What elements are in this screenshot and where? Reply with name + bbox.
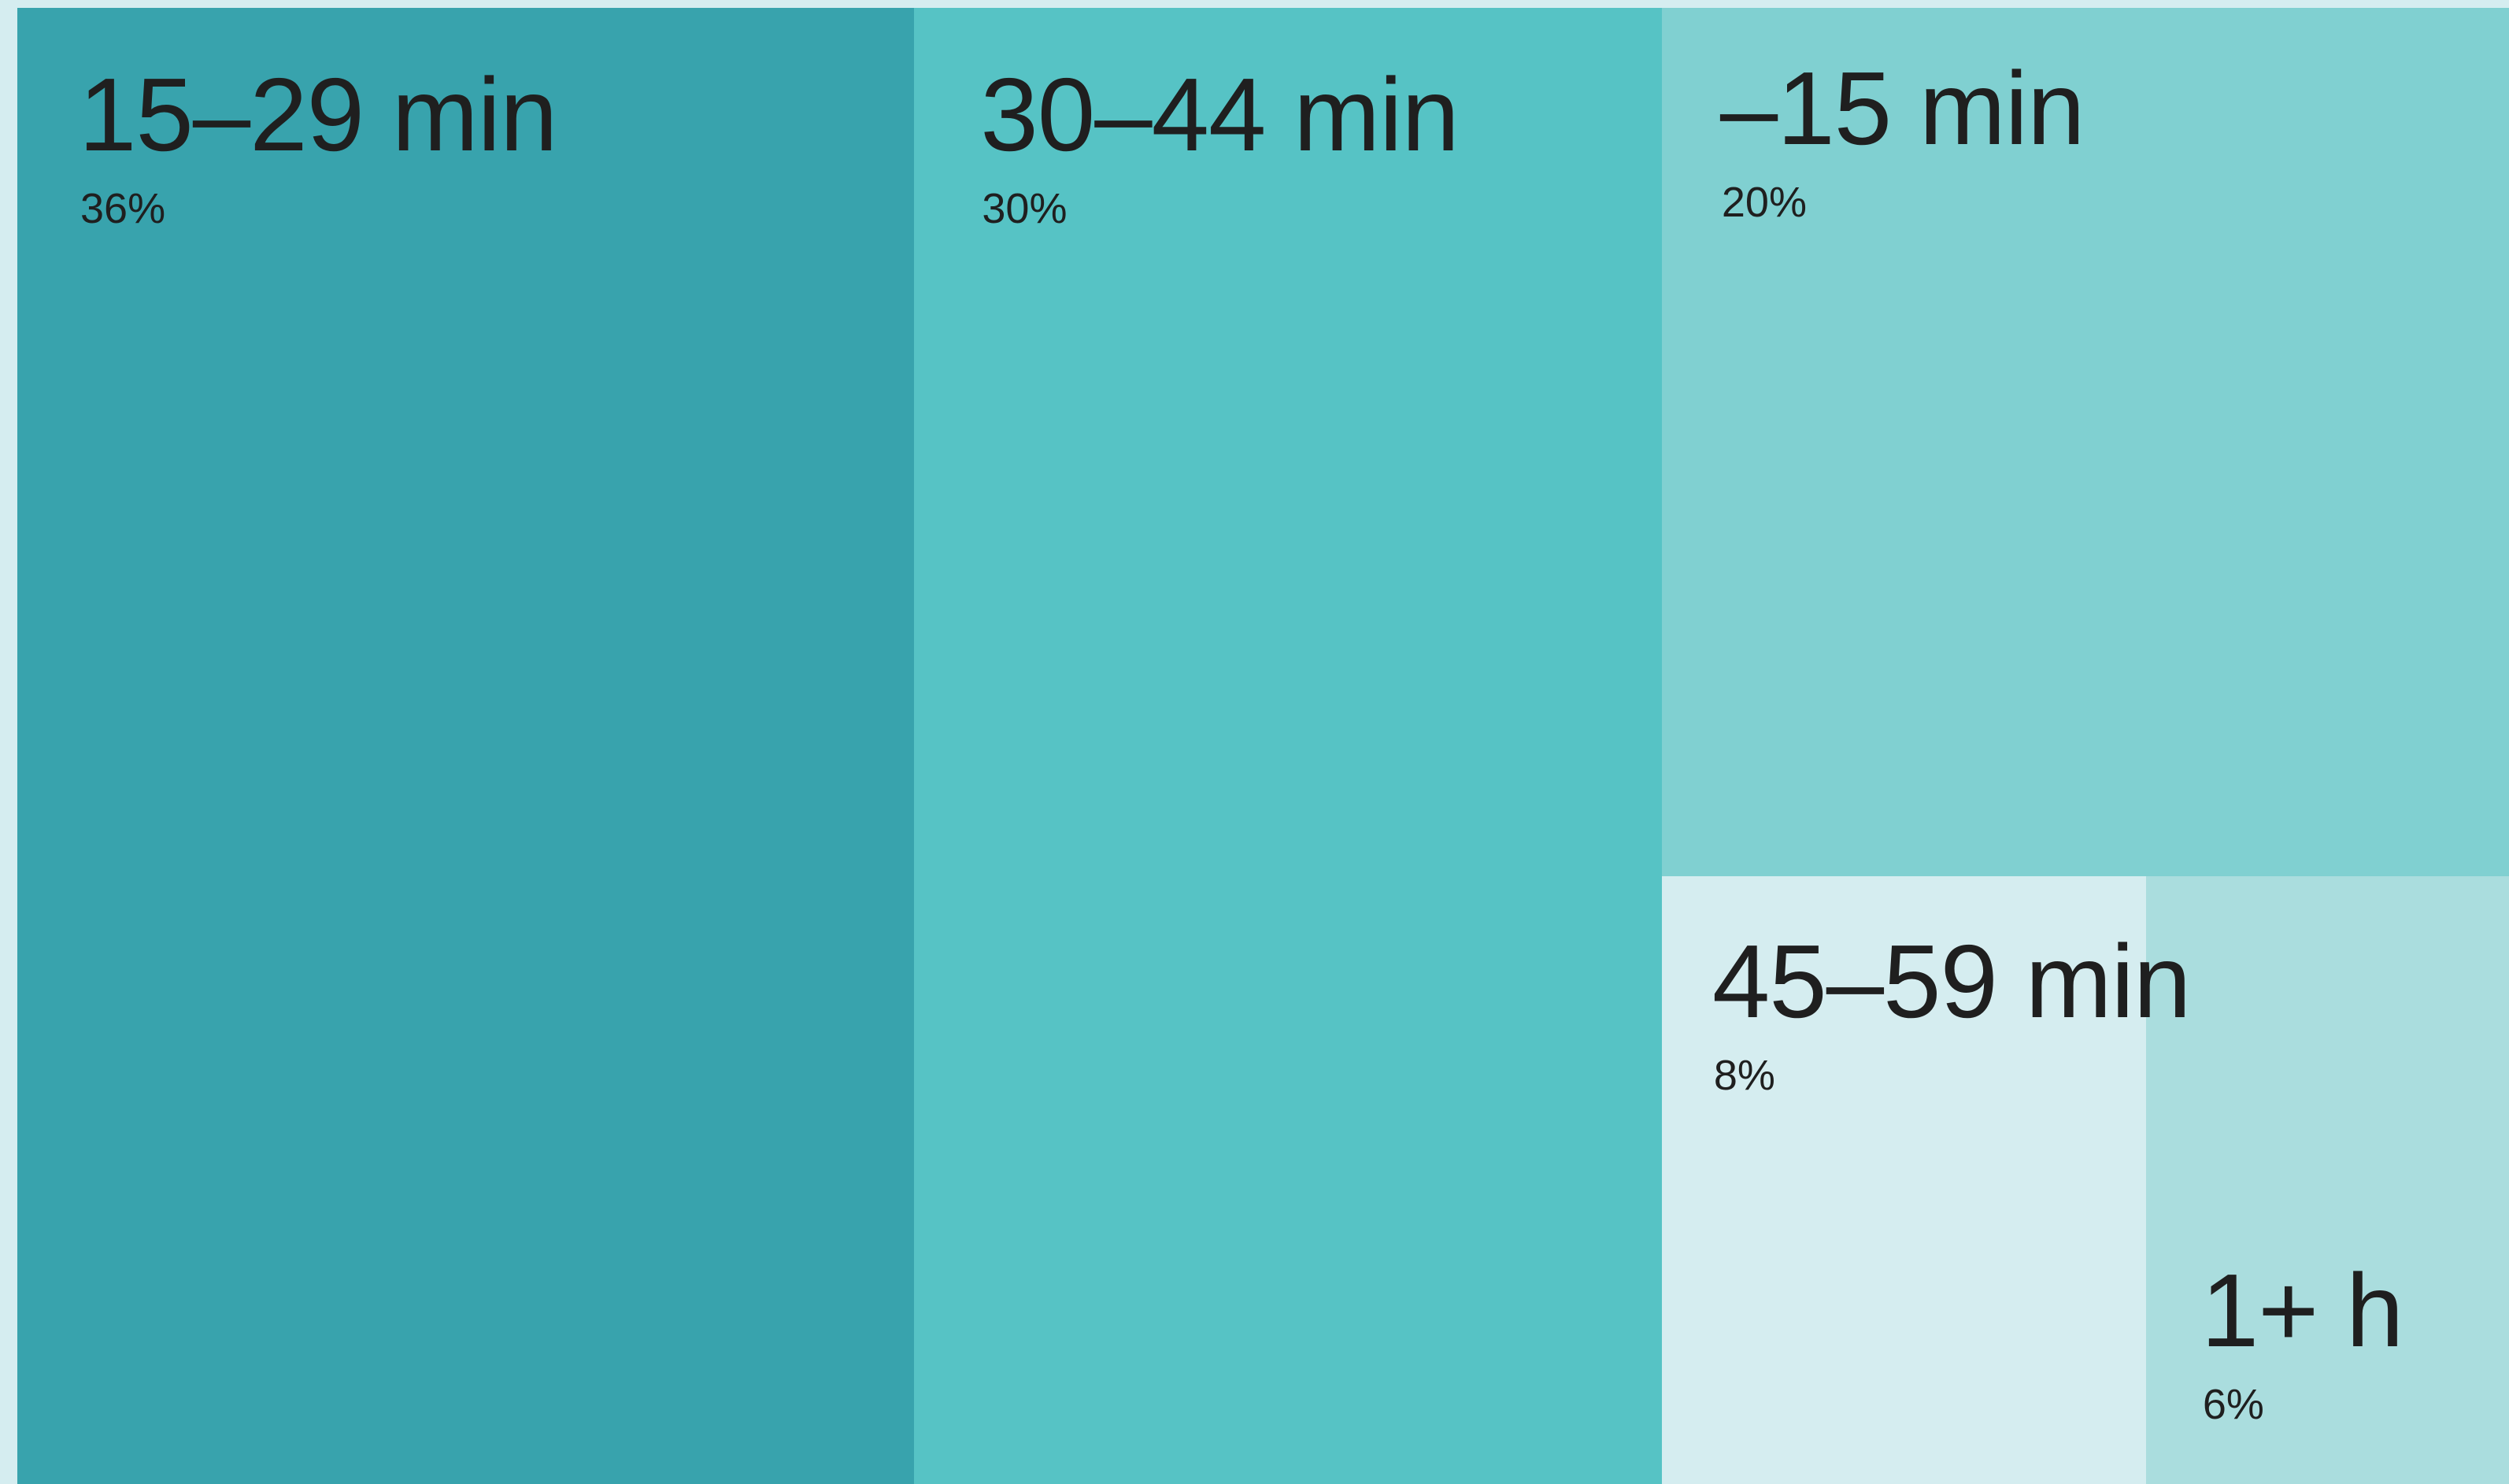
tile-value: 36% [80,185,166,232]
tile-label: –15 min [1719,50,2085,166]
tile-under-15-min: –15 min 20% [1661,8,2509,876]
tile-45-59-min: 45–59 min 8% [1661,875,2191,1484]
tile-value: 30% [982,185,1068,232]
tile-label: 1+ h [2200,1252,2404,1368]
tile-label: 45–59 min [1712,923,2191,1039]
tile-1-plus-h: 1+ h 6% [2145,875,2509,1484]
tile-15-29-min: 15–29 min 36% [17,8,915,1484]
tile-30-44-min: 30–44 min 30% [914,8,1662,1484]
tile-value: 6% [2202,1380,2264,1428]
tile-value: 8% [1713,1051,1775,1099]
tile-label: 15–29 min [79,57,557,172]
tile-value: 20% [1721,179,1807,226]
tile-label: 30–44 min [980,57,1459,172]
